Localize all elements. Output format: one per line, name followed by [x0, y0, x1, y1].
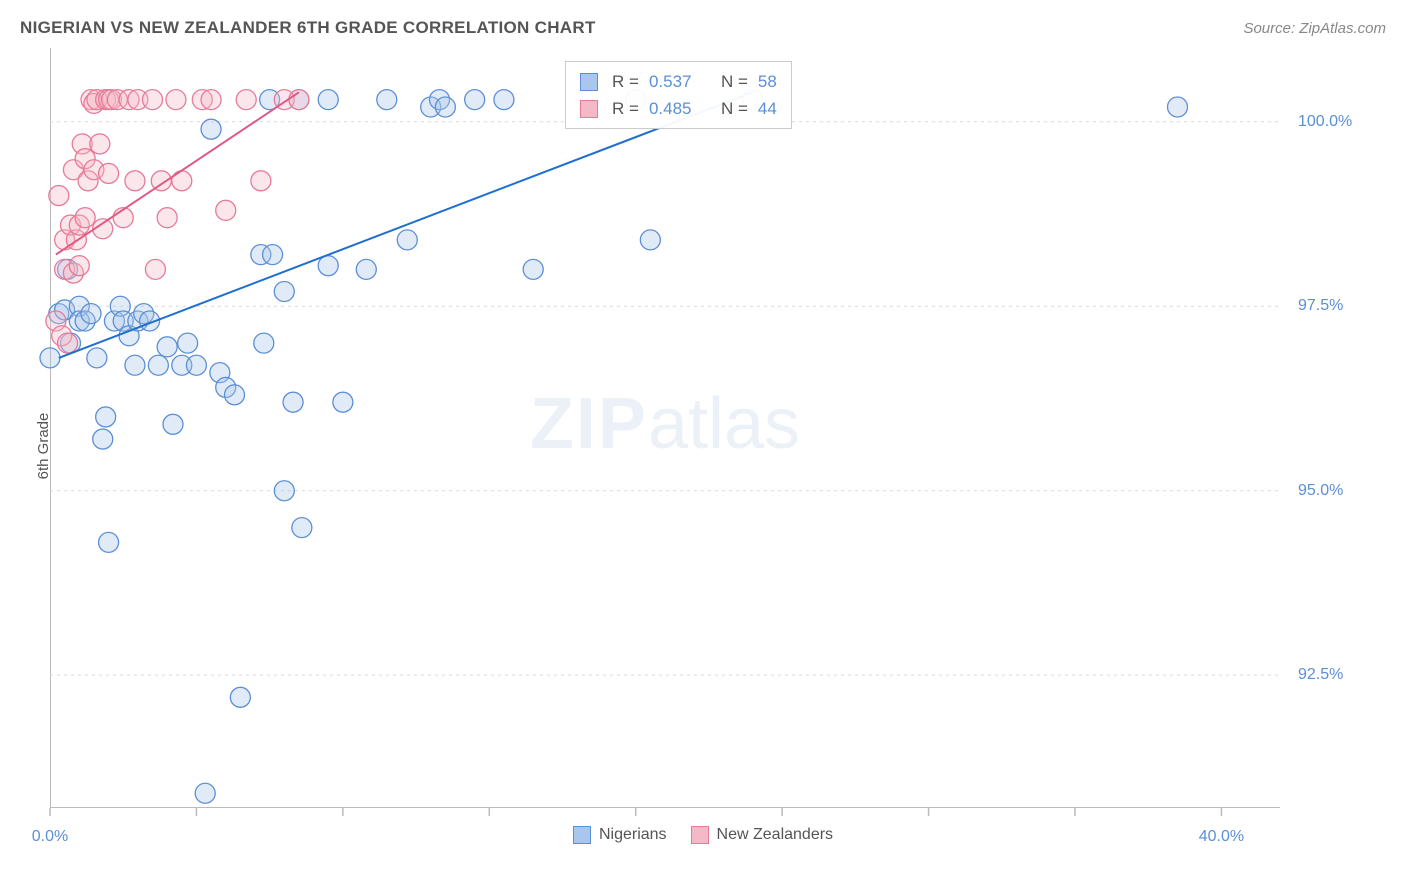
data-point: [195, 783, 215, 803]
legend-swatch: [580, 100, 598, 118]
data-point: [178, 333, 198, 353]
plot-area: ZIPatlas R =0.537 N =58R =0.485 N =44: [50, 48, 1280, 808]
data-point: [523, 259, 543, 279]
correlation-legend: R =0.537 N =58R =0.485 N =44: [565, 61, 792, 129]
data-point: [157, 208, 177, 228]
data-point: [81, 304, 101, 324]
data-point: [494, 90, 514, 110]
data-point: [125, 171, 145, 191]
data-point: [251, 171, 271, 191]
data-point: [1168, 97, 1188, 117]
data-point: [90, 134, 110, 154]
y-tick-label: 95.0%: [1298, 482, 1343, 500]
data-point: [640, 230, 660, 250]
data-point: [49, 186, 69, 206]
data-point: [216, 200, 236, 220]
legend-swatch: [573, 826, 591, 844]
data-point: [163, 414, 183, 434]
data-point: [145, 259, 165, 279]
data-point: [274, 281, 294, 301]
y-tick-label: 97.5%: [1298, 297, 1343, 315]
data-point: [283, 392, 303, 412]
data-point: [318, 90, 338, 110]
data-point: [87, 348, 107, 368]
correlation-legend-row: R =0.485 N =44: [580, 95, 777, 122]
chart-title: NIGERIAN VS NEW ZEALANDER 6TH GRADE CORR…: [20, 18, 596, 38]
data-point: [96, 407, 116, 427]
data-point: [58, 333, 78, 353]
data-point: [201, 90, 221, 110]
data-point: [125, 355, 145, 375]
legend-swatch: [691, 826, 709, 844]
data-point: [93, 429, 113, 449]
legend-swatch: [580, 73, 598, 91]
correlation-legend-row: R =0.537 N =58: [580, 68, 777, 95]
y-tick-label: 100.0%: [1298, 113, 1352, 131]
data-point: [172, 171, 192, 191]
data-point: [166, 90, 186, 110]
y-tick-label: 92.5%: [1298, 666, 1343, 684]
legend-label: Nigerians: [599, 826, 667, 844]
data-point: [69, 256, 89, 276]
y-axis-tick-labels: 92.5% 95.0% 97.5% 100.0%: [1290, 48, 1400, 808]
data-point: [333, 392, 353, 412]
data-point: [292, 518, 312, 538]
data-point: [157, 337, 177, 357]
legend-item: Nigerians: [573, 826, 667, 844]
data-point: [254, 333, 274, 353]
data-point: [377, 90, 397, 110]
chart-header: NIGERIAN VS NEW ZEALANDER 6TH GRADE CORR…: [20, 18, 1386, 38]
legend-label: New Zealanders: [717, 826, 834, 844]
data-point: [274, 481, 294, 501]
data-point: [143, 90, 163, 110]
data-point: [435, 97, 455, 117]
data-point: [318, 256, 338, 276]
data-point: [225, 385, 245, 405]
data-point: [99, 532, 119, 552]
data-point: [40, 348, 60, 368]
data-point: [230, 687, 250, 707]
data-point: [356, 259, 376, 279]
data-point: [201, 119, 221, 139]
chart-source: Source: ZipAtlas.com: [1243, 20, 1386, 37]
data-point: [236, 90, 256, 110]
data-point: [465, 90, 485, 110]
chart-svg: [50, 48, 1280, 808]
series-legend: Nigerians New Zealanders: [0, 826, 1406, 849]
data-point: [397, 230, 417, 250]
data-point: [148, 355, 168, 375]
data-point: [99, 163, 119, 183]
data-point: [263, 245, 283, 265]
legend-item: New Zealanders: [691, 826, 834, 844]
data-point: [186, 355, 206, 375]
data-point: [75, 208, 95, 228]
